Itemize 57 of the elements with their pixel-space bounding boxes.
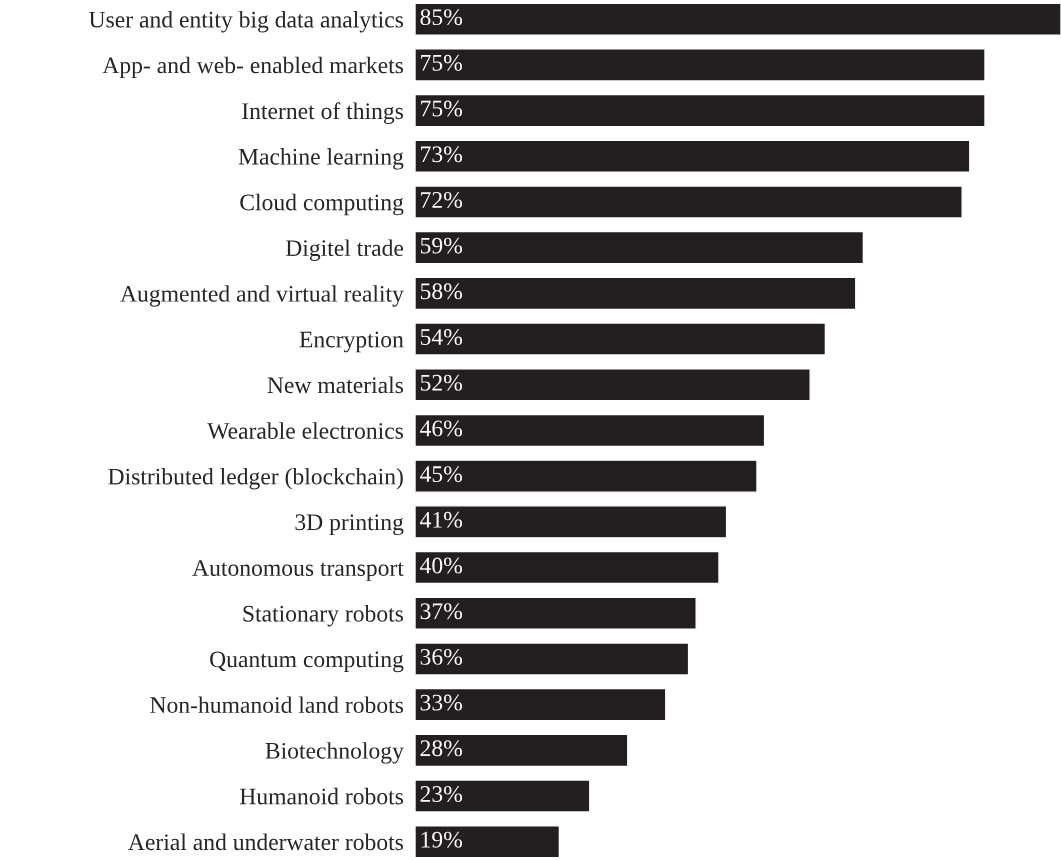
y-tick-label: Biotechnology — [265, 742, 404, 764]
data-label: 23% — [420, 786, 463, 803]
bar — [415, 139, 971, 173]
data-label: 75% — [421, 54, 463, 71]
bar — [415, 413, 766, 448]
bar — [415, 48, 986, 82]
data-label: 75% — [421, 100, 463, 117]
data-label: 45% — [420, 466, 463, 483]
bar — [415, 93, 986, 128]
data-label: 33% — [420, 694, 463, 711]
data-label: 85% — [420, 9, 463, 26]
bar — [415, 185, 963, 219]
data-label: 72% — [421, 191, 463, 208]
bar — [415, 596, 697, 630]
bar — [415, 642, 690, 676]
bar — [415, 2, 1061, 36]
bar — [415, 276, 857, 311]
y-tick-label: New materials — [267, 376, 404, 394]
bar — [415, 459, 758, 493]
y-tick-label: Digitel trade — [285, 239, 404, 261]
y-tick-label: User and entity big data analytics — [89, 11, 404, 33]
data-label: 52% — [420, 374, 463, 391]
bar — [415, 550, 720, 585]
y-tick-label: Non-humanoid land robots — [150, 696, 404, 714]
bar — [415, 779, 591, 813]
y-tick-label: Wearable electronics — [207, 422, 404, 440]
y-tick-label: Internet of things — [242, 102, 404, 124]
data-label: 73% — [421, 146, 463, 163]
y-tick-label: 3D printing — [295, 514, 404, 536]
y-tick-label: Stationary robots — [243, 605, 404, 627]
data-label: 46% — [420, 420, 463, 437]
y-tick-label: Augmented and virtual reality — [120, 285, 404, 307]
bar — [415, 733, 629, 768]
y-tick-label: Cloud computing — [240, 193, 404, 216]
data-label: 40% — [420, 557, 463, 574]
y-tick-label: Humanoid robots — [239, 787, 404, 805]
bar — [415, 368, 811, 402]
data-label: 36% — [420, 648, 463, 665]
bar — [415, 230, 865, 265]
data-label: 41% — [420, 511, 463, 528]
y-tick-label: Quantum computing — [210, 651, 404, 673]
data-label: 54% — [420, 329, 463, 346]
bar — [415, 322, 827, 356]
bar — [415, 687, 667, 722]
data-label: 28% — [420, 740, 463, 757]
y-tick-label: Distributed ledger (blockchain) — [108, 467, 403, 490]
y-tick-label: Encryption — [299, 331, 404, 353]
data-label: 37% — [420, 603, 463, 620]
y-tick-label: Aerial and underwater robots — [128, 833, 404, 851]
data-label: 59% — [420, 237, 463, 254]
data-label: 58% — [420, 283, 463, 300]
bar — [415, 505, 728, 539]
y-tick-label: Autonomous transport — [192, 560, 404, 581]
y-tick-label: Machine learning — [238, 148, 404, 170]
bar — [415, 825, 561, 859]
data-label: 19% — [421, 831, 463, 848]
y-tick-label: App- and web- enabled markets — [102, 56, 404, 79]
